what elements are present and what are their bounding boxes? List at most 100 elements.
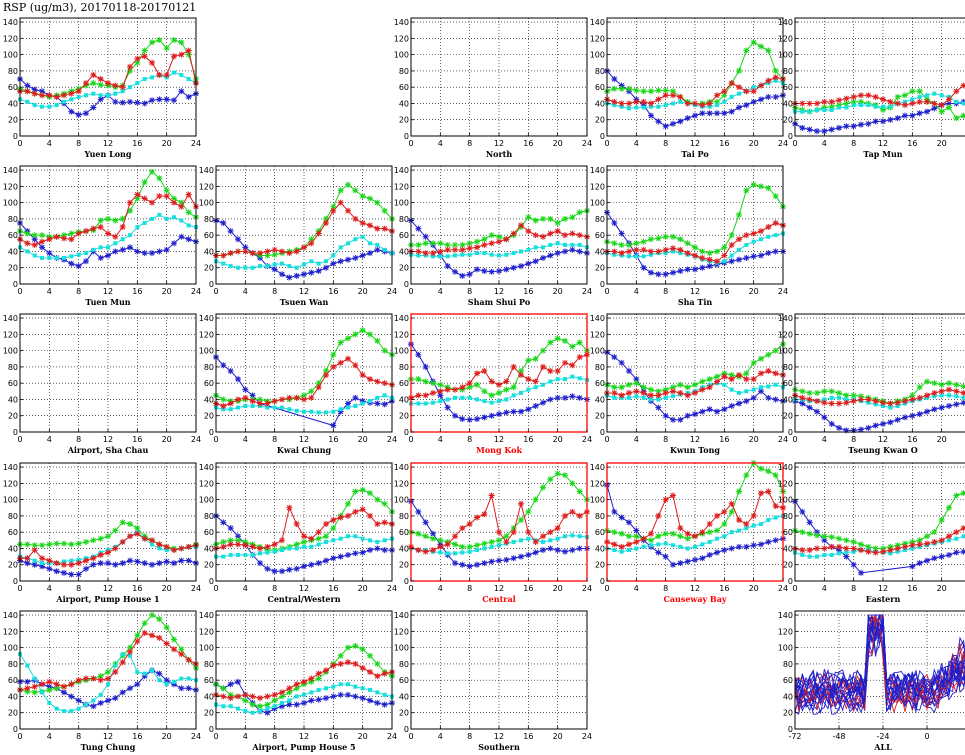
data-point [655,248,662,255]
data-point [46,541,53,548]
data-point [271,266,278,273]
data-point [171,681,177,688]
data-point [758,490,764,497]
panel-title: ALL [873,742,892,752]
data-point [828,534,835,541]
data-point [909,392,916,399]
data-point [489,252,494,257]
x-tick-label: 16 [523,139,533,148]
x-tick-label: 24 [778,287,788,296]
data-point [438,399,443,404]
x-tick-label: 16 [328,584,338,593]
data-point [640,535,647,542]
data-point [736,211,742,218]
data-point [670,530,676,537]
data-point [39,681,45,688]
data-point [431,254,435,259]
data-point [533,385,538,390]
data-point [961,395,965,400]
series-line-blue [794,500,965,574]
data-point [503,556,510,563]
data-point [503,266,510,273]
data-point [866,400,871,405]
data-point [474,238,480,245]
data-point [618,392,625,399]
data-point [156,670,163,677]
data-point [437,240,444,247]
data-point [743,102,750,109]
data-point [345,400,351,407]
data-point [902,92,908,99]
data-point [279,689,285,696]
data-point [902,540,908,547]
x-tick-label: 20 [162,287,172,296]
data-point [236,405,240,410]
panel-title: Causeway Bay [663,594,726,604]
data-point [750,542,757,549]
data-point [97,560,104,567]
data-point [706,263,713,270]
data-point [467,252,472,257]
data-point [178,39,185,46]
y-tick-label: 40 [595,544,605,553]
data-point [858,98,864,105]
data-point [858,541,864,548]
data-point [765,351,772,358]
data-point [917,94,922,99]
data-point [444,263,451,270]
data-point [243,265,248,270]
data-point [105,252,111,259]
data-point [257,703,263,710]
x-tick-label: 12 [299,732,309,741]
y-tick-label: 120 [199,479,214,488]
data-point [931,380,938,387]
data-point [459,246,466,253]
data-point [828,126,835,133]
data-point [444,541,451,548]
data-point [452,268,458,275]
data-point [895,549,900,554]
y-tick-label: 80 [399,215,409,224]
x-tick-label: 8 [467,435,472,444]
x-tick-label: 8 [272,732,277,741]
data-point [518,263,524,270]
data-point [24,240,31,247]
data-point [714,527,720,534]
data-point [134,530,141,537]
data-point [663,251,668,256]
data-point [850,93,857,100]
x-tick-label: -72 [788,732,801,741]
x-tick-label: 20 [553,732,563,741]
data-point [53,568,60,575]
data-point [31,547,38,554]
data-point [381,380,388,387]
data-point [75,560,82,567]
data-point [422,548,429,555]
data-point [872,422,879,429]
data-point [677,416,684,423]
data-point [510,529,517,536]
data-point [53,233,60,240]
panel-title: Tuen Mun [85,297,130,307]
data-point [68,236,75,243]
data-point [634,105,639,110]
data-point [618,359,625,366]
x-tick-label: 20 [937,139,947,148]
data-point [179,676,184,681]
data-point [850,98,857,105]
data-point [758,96,764,103]
data-point [822,552,827,557]
y-tick-label: 80 [783,512,793,521]
data-point [330,516,337,523]
data-point [519,390,523,395]
data-point [54,706,59,711]
data-point [235,376,241,383]
data-point [662,389,669,396]
data-point [286,566,293,573]
y-tick-label: 0 [13,725,18,734]
data-point [459,272,466,279]
y-tick-label: 60 [783,528,793,537]
